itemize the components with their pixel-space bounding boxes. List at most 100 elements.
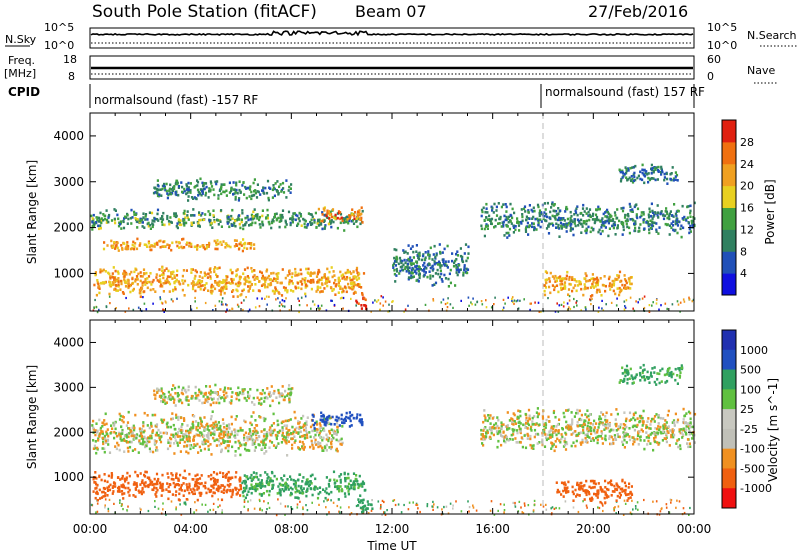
echo-cell [562, 287, 565, 290]
scatter-cell [287, 505, 289, 508]
scatter-cell [688, 296, 690, 299]
echo-cell [103, 217, 107, 221]
echo-cell [140, 434, 143, 438]
echo-cell [146, 277, 149, 280]
echo-cell [423, 273, 426, 277]
echo-cell [648, 207, 651, 211]
echo-cell [224, 433, 227, 437]
echo-cell [267, 475, 270, 479]
echo-cell [117, 443, 120, 447]
echo-cell [593, 218, 596, 221]
echo-cell [328, 217, 331, 220]
echo-cell [215, 273, 218, 276]
echo-cell [488, 214, 491, 218]
echo-cell [308, 483, 311, 486]
scatter-cell [523, 502, 526, 505]
echo-cell [314, 441, 317, 444]
echo-cell [619, 280, 622, 283]
nsky-top-tick: 10^5 [44, 21, 74, 34]
echo-cell [260, 479, 263, 482]
echo-cell [507, 231, 510, 235]
echo-cell [549, 210, 552, 214]
echo-cell [180, 428, 183, 432]
echo-cell [642, 211, 645, 214]
echo-cell [136, 278, 139, 281]
echo-cell [279, 491, 282, 495]
echo-cell [265, 433, 268, 436]
echo-cell [439, 250, 442, 254]
echo-cell [333, 216, 336, 219]
echo-cell [333, 423, 336, 426]
echo-cell [264, 280, 267, 284]
echo-cell [319, 491, 322, 494]
echo-cell [571, 289, 574, 293]
echo-cell [180, 223, 183, 227]
echo-cell [242, 181, 245, 184]
echo-cell [199, 177, 202, 181]
echo-cell [123, 215, 127, 219]
echo-cell [550, 206, 553, 209]
echo-cell [303, 445, 306, 449]
echo-cell [190, 196, 194, 199]
echo-cell [494, 225, 497, 228]
echo-cell [301, 480, 304, 483]
echo-cell [208, 268, 211, 272]
echo-cell [399, 269, 402, 273]
echo-cell [543, 211, 546, 214]
power-colorbar-tick: 8 [740, 245, 747, 258]
echo-cell [323, 417, 326, 421]
scatter-cell [388, 303, 390, 306]
echo-cell [133, 270, 136, 274]
echo-cell [226, 440, 229, 443]
scatter-cell [446, 306, 449, 309]
echo-cell [197, 222, 200, 225]
echo-cell [139, 242, 142, 245]
echo-cell [566, 217, 569, 221]
echo-cell [356, 215, 359, 219]
echo-cell [286, 478, 289, 481]
echo-cell [250, 473, 253, 477]
echo-cell [537, 221, 540, 225]
echo-cell [593, 221, 596, 225]
echo-cell [153, 220, 156, 223]
echo-cell [203, 284, 206, 287]
echo-cell [639, 223, 642, 226]
echo-cell [584, 287, 587, 290]
echo-cell [235, 471, 238, 474]
echo-cell [559, 275, 562, 278]
scatter-cell [407, 304, 409, 307]
echo-cell [289, 486, 292, 490]
echo-cell [364, 298, 367, 302]
echo-cell [629, 205, 632, 208]
scatter-cell [162, 308, 164, 311]
echo-cell [240, 293, 243, 296]
nsky-strip [89, 27, 695, 49]
echo-cell [349, 278, 352, 282]
echo-cell [187, 399, 190, 402]
echo-cell [171, 388, 174, 391]
echo-cell [105, 221, 108, 224]
echo-cell [318, 422, 321, 425]
scatter-cell [277, 498, 279, 501]
echo-cell [251, 270, 254, 273]
scatter-cell [120, 504, 123, 507]
echo-cell [104, 492, 107, 495]
echo-cell [217, 223, 220, 226]
echo-cell [151, 219, 154, 222]
echo-cell [270, 430, 273, 433]
echo-cell [665, 172, 668, 176]
echo-cell [306, 279, 309, 283]
echo-cell [296, 214, 299, 218]
echo-cell [193, 414, 196, 418]
echo-cell [323, 276, 327, 279]
scatter-cell [397, 503, 400, 506]
scatter-cell [634, 505, 637, 508]
echo-cell [213, 266, 217, 269]
echo-cell [604, 284, 607, 288]
scatter-cell [194, 501, 196, 504]
echo-cell [239, 191, 242, 194]
echo-cell [325, 420, 328, 424]
echo-cell [691, 223, 694, 227]
echo-cell [326, 279, 329, 282]
echo-cell [126, 213, 129, 217]
